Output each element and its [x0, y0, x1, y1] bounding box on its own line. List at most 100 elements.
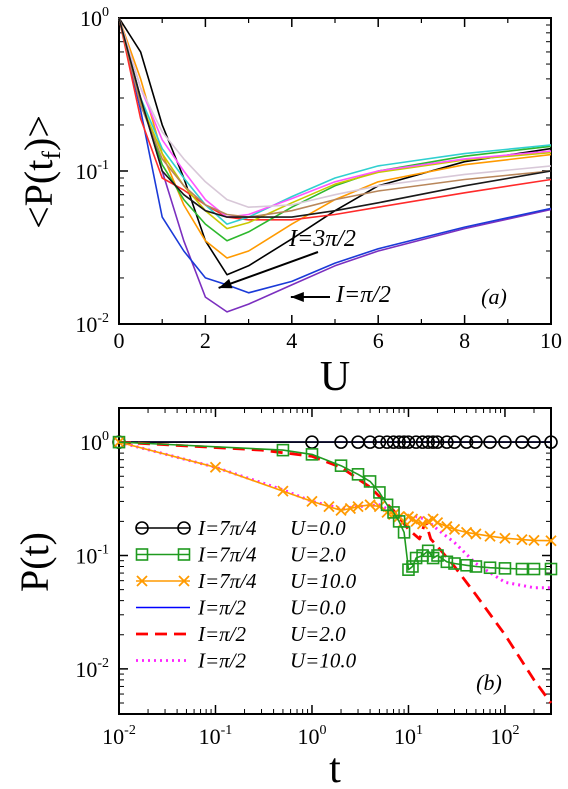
panel-b-point-2-17	[416, 518, 429, 530]
panel-b-point-0-18	[459, 435, 474, 449]
legend-marker-left-0	[135, 521, 149, 535]
panel-b-point-1-0	[112, 435, 126, 449]
x-tick-label: 10-1	[199, 723, 233, 749]
legend-marker-left-1	[135, 548, 149, 561]
panel-a-x-axis-label: U	[320, 354, 350, 400]
panel-b-series	[112, 435, 558, 704]
panel-b-point-1-13	[409, 551, 423, 565]
legend-u-5: U=10.0	[290, 649, 357, 673]
panel-b-series-2	[113, 436, 557, 547]
panel-b-point-1-23	[498, 562, 512, 575]
x-tick-label: 4	[286, 328, 297, 353]
panel-b-point-2-28	[528, 534, 540, 547]
legend-marker-right-0	[177, 521, 191, 535]
legend-item-3: I=π/2 U=0.0	[136, 596, 346, 620]
panel-b-point-1-12	[406, 560, 419, 573]
panel-b-point-0-10	[401, 435, 416, 449]
panel-b-point-2-7	[352, 500, 364, 513]
panel-b-point-1-1	[276, 443, 290, 457]
x-tick-label: 100	[297, 723, 326, 749]
x-tick-label: 10-2	[102, 723, 136, 749]
panel-b-point-1-3	[334, 459, 348, 472]
x-tick-label: 2	[200, 328, 211, 353]
annotation-arrow-3pi-2	[218, 251, 319, 289]
panel-a-series-line-4	[118, 17, 552, 221]
panel-b-point-1-10	[397, 526, 411, 539]
panel-b-point-1-19	[448, 557, 461, 570]
x-tick-label: 102	[490, 723, 519, 749]
panel-b-point-1-16	[426, 551, 440, 565]
legend-u-3: U=0.0	[290, 596, 346, 620]
panel-b-point-0-14	[426, 435, 440, 449]
panel-b-legend: I=7π/4 U=0.0 I=7π/4 U=2.0 I=7π/4 U=10.0 I=π/2 U…	[135, 516, 357, 673]
panel-b-point-1-7	[380, 498, 394, 512]
panel-b-point-2-4	[323, 500, 335, 513]
annotation-3pi-2: I=3π/2	[288, 226, 356, 252]
panel-b-point-1-25	[527, 562, 541, 576]
panel-b-series-0	[112, 435, 558, 449]
legend-item-5: I=π/2 U=10.0	[136, 649, 357, 673]
panel-b-tag: (b)	[476, 670, 502, 695]
panel-a-series-line-5	[118, 17, 552, 242]
panel-b-point-2-24	[470, 528, 482, 540]
panel-b-x-axis-label: t	[329, 746, 341, 789]
panel-b-point-1-5	[363, 475, 377, 488]
panel-b-point-2-16	[410, 515, 422, 528]
y-tick-label: 10-2	[75, 656, 109, 682]
panel-a-series-line-10	[118, 17, 552, 208]
panel-a-series	[118, 17, 552, 313]
legend-marker-right-1	[177, 548, 191, 561]
panel-a-series-line-2	[118, 17, 552, 276]
panel-a-tag: (a)	[481, 284, 507, 309]
annotation-arrow-3pi-2-head	[218, 278, 233, 289]
panel-b-point-2-25	[484, 530, 496, 542]
x-tick-label: 0	[114, 328, 125, 353]
panel-b-point-0-4	[363, 435, 377, 449]
panel-b-series-4	[118, 440, 553, 704]
panel-a-y-axis-label: <P(tf)>	[16, 115, 66, 229]
annotation-arrows	[218, 251, 330, 302]
legend-marker-right-2	[178, 575, 190, 587]
panel-b-point-0-23	[527, 435, 541, 449]
panel-b-point-2-23	[460, 526, 473, 539]
panel-b-point-0-5	[372, 435, 387, 449]
panel-b-point-0-8	[392, 435, 406, 449]
panel-a-series-line-1	[118, 17, 552, 294]
panel-b-point-2-1	[209, 461, 222, 473]
panel-b-point-1-21	[469, 560, 483, 573]
y-tick-label: 10-1	[75, 158, 109, 184]
panel-b-point-0-21	[498, 435, 512, 449]
x-tick-label: 101	[394, 723, 423, 749]
panel-b-point-0-12	[415, 435, 430, 449]
panel-a-series-line-6	[118, 17, 552, 225]
panel-a-series-line-8	[118, 17, 552, 218]
panel-b-point-1-11	[402, 563, 415, 576]
panel-b-point-2-27	[516, 534, 528, 546]
legend-item-4: I=π/2 U=2.0	[136, 622, 346, 646]
legend-item-2: I=7π/4 U=10.0	[136, 569, 357, 593]
annotation-arrow-pi-2-head	[290, 292, 304, 302]
panel-a-series-line-0	[118, 17, 552, 313]
legend-item-0: I=7π/4 U=0.0	[135, 516, 346, 540]
panel-b-point-1-18	[440, 555, 454, 569]
x-tick-label: 6	[373, 328, 384, 353]
panel-b-point-0-24	[544, 435, 558, 449]
panel-b-point-0-20	[483, 435, 497, 449]
x-tick-label: 10	[540, 328, 562, 353]
panel-b-point-0-7	[386, 435, 401, 449]
legend-u-0: U=0.0	[290, 516, 346, 540]
legend-label-2: I=7π/4	[197, 569, 257, 593]
y-tick-label: 10-1	[75, 543, 109, 569]
y-tick-label: 100	[80, 429, 109, 455]
panel-b-point-2-5	[335, 504, 347, 517]
panel-b-series-1	[112, 435, 558, 576]
panel-b-point-2-26	[499, 532, 511, 544]
panel-b-point-1-24	[515, 562, 529, 576]
panel-b-point-1-20	[460, 558, 473, 572]
panel-b-point-0-2	[334, 435, 348, 449]
panel-a-series-line-7	[118, 17, 552, 230]
panel-b-point-0-15	[430, 435, 445, 449]
panel-b-point-1-6	[373, 486, 386, 499]
